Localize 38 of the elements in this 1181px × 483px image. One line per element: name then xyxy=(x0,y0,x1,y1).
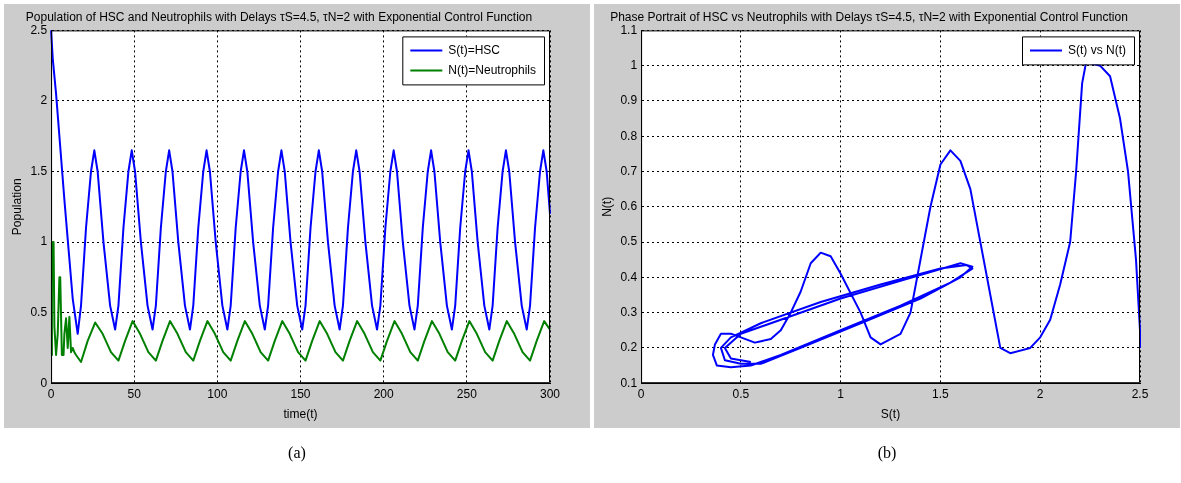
y-tick-label: 0.1 xyxy=(620,375,638,390)
x-tick-label: 1.5 xyxy=(932,386,950,401)
legend-label: N(t)=Neutrophils xyxy=(448,62,537,77)
y-axis-title: N(t) xyxy=(599,196,614,217)
x-tick-label: 2 xyxy=(1036,386,1044,401)
x-axis-title: S(t) xyxy=(880,407,901,422)
x-tick-label: 100 xyxy=(207,386,228,401)
y-tick-label: 1.5 xyxy=(30,163,48,178)
y-tick-label: 1.1 xyxy=(620,22,638,37)
legend-label: S(t)=HSC xyxy=(448,42,501,57)
text: (a) xyxy=(287,444,307,462)
x-axis-title: time(t) xyxy=(283,407,318,422)
y-tick-label: 0.8 xyxy=(620,128,638,143)
y-tick-label: 0.2 xyxy=(620,340,638,355)
y-tick-label: 0.7 xyxy=(620,163,638,178)
y-tick-label: 0.4 xyxy=(620,269,638,284)
y-tick-label: 1 xyxy=(40,234,48,249)
y-tick-label: 0 xyxy=(40,375,48,390)
chart-title: Phase Portrait of HSC vs Neutrophils with Delays τS=4.5, τN=2 with Exponential Control Function xyxy=(610,9,1128,24)
x-tick-label: 150 xyxy=(290,386,311,401)
x-tick-label: 1 xyxy=(837,386,845,401)
x-tick-label: 250 xyxy=(456,386,478,401)
legend-label: S(t) vs N(t) xyxy=(1068,42,1127,57)
x-tick-label: 300 xyxy=(539,386,561,401)
text: (b) xyxy=(876,444,898,462)
chart-title: Population of HSC and Neutrophils with Delays τS=4.5, τN=2 with Exponential Control Function xyxy=(25,9,533,24)
y-tick-label: 0.3 xyxy=(620,304,638,319)
y-tick-label: 0.5 xyxy=(30,304,48,319)
y-tick-label: 0.5 xyxy=(620,234,638,249)
x-tick-label: 0.5 xyxy=(732,386,750,401)
x-tick-label: 200 xyxy=(373,386,395,401)
y-tick-label: 2 xyxy=(40,93,48,108)
y-tick-label: 0.6 xyxy=(620,199,638,214)
y-tick-label: 1 xyxy=(630,57,638,72)
y-axis-title: Population xyxy=(9,178,24,236)
x-tick-label: 2.5 xyxy=(1131,386,1149,401)
y-tick-label: 0.9 xyxy=(620,93,638,108)
x-tick-label: 50 xyxy=(127,386,142,401)
